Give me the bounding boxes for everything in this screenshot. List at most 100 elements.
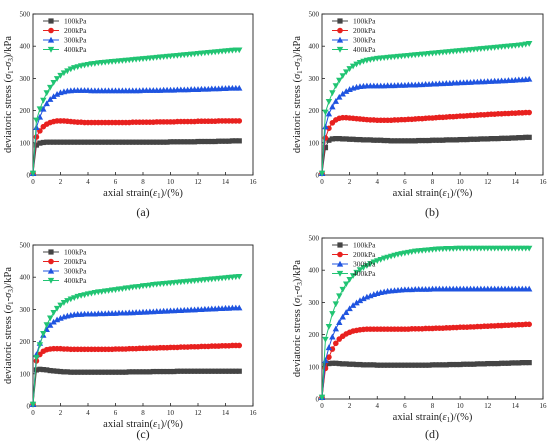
data-point (123, 369, 129, 375)
legend-label: 300kPa (64, 36, 87, 45)
data-point (329, 333, 336, 340)
data-point (53, 305, 61, 312)
data-point (388, 138, 394, 144)
data-point (516, 135, 522, 141)
data-point (61, 369, 67, 375)
y-tick-label: 100 (309, 139, 320, 147)
data-point (505, 135, 512, 141)
data-point (116, 369, 122, 375)
series-400kPa (318, 41, 533, 177)
y-tick-label: 0 (316, 396, 320, 404)
data-point (326, 125, 332, 132)
data-point (474, 361, 480, 367)
data-point (454, 137, 460, 143)
y-tick-label: 300 (20, 75, 31, 83)
data-point (526, 360, 532, 366)
data-point (226, 368, 232, 374)
data-point (364, 137, 370, 143)
x-tick-label: 14 (512, 402, 520, 410)
x-tick-label: 16 (540, 178, 548, 186)
series-200kPa (30, 118, 243, 177)
data-point (57, 72, 64, 79)
data-point (342, 309, 350, 315)
data-point (57, 368, 64, 375)
legend-label: 400kPa (64, 45, 87, 54)
series-line (321, 362, 530, 398)
data-point (209, 138, 215, 145)
data-point (443, 137, 449, 143)
data-point (340, 136, 346, 142)
x-tick-label: 8 (141, 178, 145, 186)
series-line (32, 344, 240, 405)
data-point (71, 295, 78, 302)
data-point (161, 368, 167, 375)
data-point (447, 137, 453, 143)
x-tick-label: 10 (457, 178, 465, 186)
data-point (326, 360, 332, 367)
data-point (370, 259, 377, 266)
data-point (360, 362, 367, 368)
data-point (512, 360, 518, 366)
data-point (46, 84, 54, 91)
data-point (123, 139, 129, 145)
data-point (353, 136, 360, 143)
data-point (374, 258, 381, 265)
data-point (202, 368, 208, 374)
legend-marker (48, 258, 54, 265)
data-point (43, 90, 50, 97)
series-300kPa (318, 75, 533, 176)
data-point (29, 401, 37, 408)
x-tick-label: 6 (403, 178, 407, 186)
data-point (322, 336, 329, 343)
data-point (53, 76, 61, 82)
data-point (353, 269, 360, 276)
data-point (102, 369, 108, 375)
data-point (85, 139, 91, 145)
data-point (378, 362, 384, 368)
data-point (342, 281, 350, 288)
data-point (116, 139, 122, 145)
data-point (409, 138, 415, 144)
x-axis-label: axial strain(ε1)/(%) (393, 188, 473, 200)
data-point (46, 321, 54, 328)
data-point (422, 137, 429, 144)
data-point (75, 139, 81, 145)
data-point (44, 139, 50, 145)
data-point (181, 139, 187, 145)
data-point (174, 139, 180, 145)
data-point (412, 362, 418, 368)
data-point (436, 362, 443, 368)
data-point (61, 139, 67, 145)
data-point (181, 368, 187, 374)
data-point (360, 295, 367, 302)
data-point (229, 368, 235, 374)
data-point (429, 362, 436, 368)
series-100kPa (319, 360, 532, 400)
data-point (67, 296, 75, 303)
data-point (356, 297, 364, 304)
series-line (32, 49, 240, 174)
legend-label: 400kPa (64, 276, 87, 285)
data-point (40, 330, 47, 337)
y-tick-label: 300 (309, 75, 320, 83)
x-tick-label: 8 (141, 409, 145, 417)
panel-a: 0 2 4 6 8 10 12 14 16 0 100 200 300 400 500 axial strai… (3, 11, 257, 220)
data-point (416, 362, 422, 368)
series-line (321, 78, 530, 174)
data-point (429, 137, 436, 143)
data-point (367, 261, 374, 267)
data-point (329, 136, 335, 142)
data-point (95, 369, 101, 375)
data-point (357, 361, 363, 368)
data-point (485, 136, 491, 142)
data-point (147, 139, 153, 145)
data-point (426, 137, 432, 144)
data-point (216, 138, 222, 144)
series-line (321, 323, 530, 398)
data-point (336, 77, 343, 84)
data-point (119, 139, 125, 145)
data-point (205, 368, 211, 374)
y-tick-label: 400 (20, 274, 31, 282)
